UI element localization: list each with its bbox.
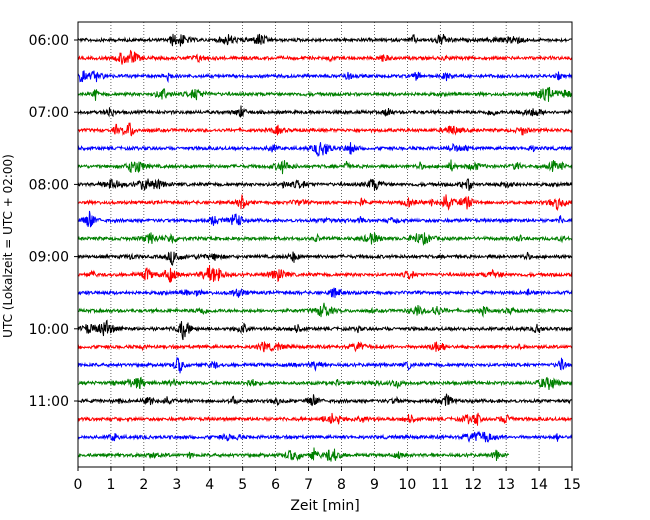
trace-row-1100: [77, 393, 573, 407]
trace-row-0700: [77, 105, 573, 118]
y-tick-label-0900: 09:00: [29, 250, 69, 266]
x-tick-label-15: 15: [563, 477, 581, 493]
y-tick-label-1000: 10:00: [29, 322, 69, 338]
trace-row-1130: [77, 430, 573, 443]
trace-row-0600: [77, 33, 573, 47]
trace-row-0815: [77, 194, 572, 212]
trace-row-0915: [77, 264, 573, 283]
trace-row-0930: [77, 287, 573, 298]
x-tick-label-10: 10: [398, 477, 416, 493]
trace-row-0845: [77, 231, 573, 247]
x-tick-label-6: 6: [271, 477, 280, 493]
trace-row-1015: [77, 341, 573, 353]
x-tick-label-14: 14: [530, 477, 548, 493]
trace-row-1045: [77, 376, 573, 390]
x-tick-label-0: 0: [74, 477, 83, 493]
x-tick-label-3: 3: [172, 477, 181, 493]
y-tick-label-1100: 11:00: [29, 394, 69, 410]
y-tick-label-0600: 06:00: [29, 33, 69, 49]
trace-row-1000: [77, 319, 573, 341]
plot-frame: [77, 21, 573, 468]
x-tick-label-4: 4: [205, 477, 214, 493]
x-tick-label-9: 9: [370, 477, 379, 493]
x-tick-label-12: 12: [464, 477, 482, 493]
y-tick-label-0800: 08:00: [29, 177, 69, 193]
trace-row-0800: [77, 178, 573, 191]
x-tick-label-2: 2: [139, 477, 148, 493]
trace-row-0830: [77, 210, 573, 228]
trace-row-0615: [77, 49, 573, 65]
trace-row-0745: [77, 159, 573, 175]
trace-row-0715: [77, 122, 573, 137]
x-tick-label-11: 11: [431, 477, 449, 493]
trace-row-1145: [77, 447, 510, 462]
x-tick-label-13: 13: [497, 477, 515, 493]
y-axis-label: UTC (Lokalzeit = UTC + 02:00): [1, 154, 15, 338]
x-tick-label-8: 8: [337, 477, 346, 493]
x-tick-label-1: 1: [106, 477, 115, 493]
trace-row-1030: [77, 356, 573, 374]
x-axis-ticks: 0 1 2 3 4 5 6 7 8 9 10 11 12 13 14 15: [74, 467, 581, 493]
trace-row-1115: [77, 412, 573, 426]
trace-row-0630: [77, 70, 573, 84]
trace-row-0900: [77, 251, 573, 266]
trace-row-0945: [77, 302, 573, 318]
grid-lines: [110, 22, 540, 467]
y-tick-label-0700: 07:00: [29, 105, 69, 121]
x-tick-label-5: 5: [238, 477, 247, 493]
trace-rows: [77, 33, 573, 462]
trace-row-0645: [77, 86, 573, 102]
y-axis-ticks: 06:00 07:00 08:00 09:00 10:00 11:00: [29, 33, 78, 410]
trace-row-0730: [77, 142, 573, 157]
x-axis-label: Zeit [min]: [290, 498, 359, 514]
x-tick-label-7: 7: [304, 477, 313, 493]
